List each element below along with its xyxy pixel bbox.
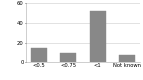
Bar (60, 53, 76, 62)
Bar (90, 11, 106, 62)
Bar (31, 48, 47, 62)
Bar (119, 56, 135, 62)
